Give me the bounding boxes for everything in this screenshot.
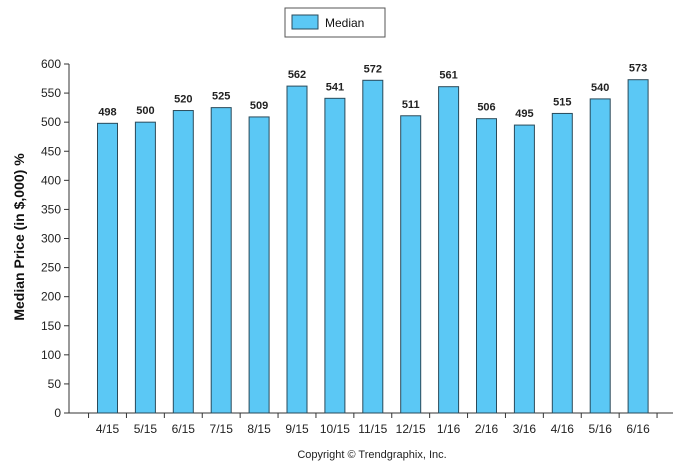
data-label: 540 [591, 82, 609, 94]
y-tick-label: 500 [41, 115, 61, 129]
x-tick-label: 2/16 [475, 422, 499, 436]
bar [248, 116, 270, 414]
data-label: 500 [136, 105, 154, 117]
y-tick-label: 450 [41, 144, 61, 158]
data-label: 573 [629, 63, 647, 75]
bar [324, 97, 346, 414]
bars [97, 79, 649, 414]
data-label: 541 [326, 81, 344, 93]
x-tick-label: 1/16 [437, 422, 461, 436]
x-tick-label: 4/15 [96, 422, 120, 436]
y-tick-label: 50 [48, 377, 62, 391]
data-label: 562 [288, 69, 306, 81]
y-tick-label: 300 [41, 232, 61, 246]
data-label: 572 [364, 63, 382, 75]
y-tick-label: 250 [41, 261, 61, 275]
y-axis-label: Median Price (in $,000) % [11, 153, 27, 321]
x-tick-label: 12/15 [396, 422, 426, 436]
x-tick-label: 5/15 [134, 422, 158, 436]
bar [589, 98, 611, 414]
bar [97, 122, 118, 414]
data-label: 515 [553, 96, 571, 108]
bar [400, 115, 422, 414]
x-tick-label: 4/16 [551, 422, 575, 436]
bar [286, 85, 308, 414]
data-label: 498 [98, 106, 116, 118]
legend-swatch [291, 14, 319, 30]
x-tick-label: 5/16 [589, 422, 613, 436]
bar [210, 107, 232, 414]
bar [134, 121, 156, 414]
x-tick-label: 6/15 [172, 422, 196, 436]
x-tick-label: 3/16 [513, 422, 537, 436]
bar [551, 112, 573, 414]
bar [172, 110, 194, 414]
y-tick-label: 200 [41, 290, 61, 304]
y-tick-label: 600 [41, 57, 61, 71]
bar [513, 124, 535, 414]
data-labels: 498 500 520 525 509 562 541 572 511 561 506 495 515 5… [98, 63, 647, 120]
data-label: 511 [402, 99, 420, 111]
bar [476, 118, 497, 414]
chart-legend: Median [284, 7, 386, 38]
y-tick-label: 150 [41, 319, 61, 333]
y-tick-label: 350 [41, 202, 61, 216]
data-label: 520 [174, 94, 192, 106]
data-label: 495 [515, 108, 533, 120]
x-tick-label: 11/15 [358, 422, 387, 436]
y-tick-label: 550 [41, 86, 61, 100]
data-label: 506 [477, 102, 495, 114]
data-label: 525 [212, 91, 230, 103]
bar [627, 79, 649, 414]
x-tick-label: 7/15 [210, 422, 234, 436]
x-tick-label: 8/15 [247, 422, 271, 436]
bar [438, 86, 460, 414]
x-tick-label: 6/16 [626, 422, 650, 436]
y-tick-label: 0 [54, 406, 61, 420]
x-tick-label: 10/15 [320, 422, 350, 436]
axes: 0 50 100 150 200 250 300 350 400 450 500 550 600 4/15… [41, 57, 673, 436]
data-label: 509 [250, 100, 268, 112]
data-label: 561 [439, 70, 457, 82]
copyright-text: Copyright © Trendgraphix, Inc. [297, 449, 446, 461]
legend-label: Median [325, 16, 364, 30]
x-tick-label: 9/15 [285, 422, 309, 436]
y-tick-label: 400 [41, 173, 61, 187]
y-tick-label: 100 [41, 348, 61, 362]
bar [362, 79, 384, 414]
